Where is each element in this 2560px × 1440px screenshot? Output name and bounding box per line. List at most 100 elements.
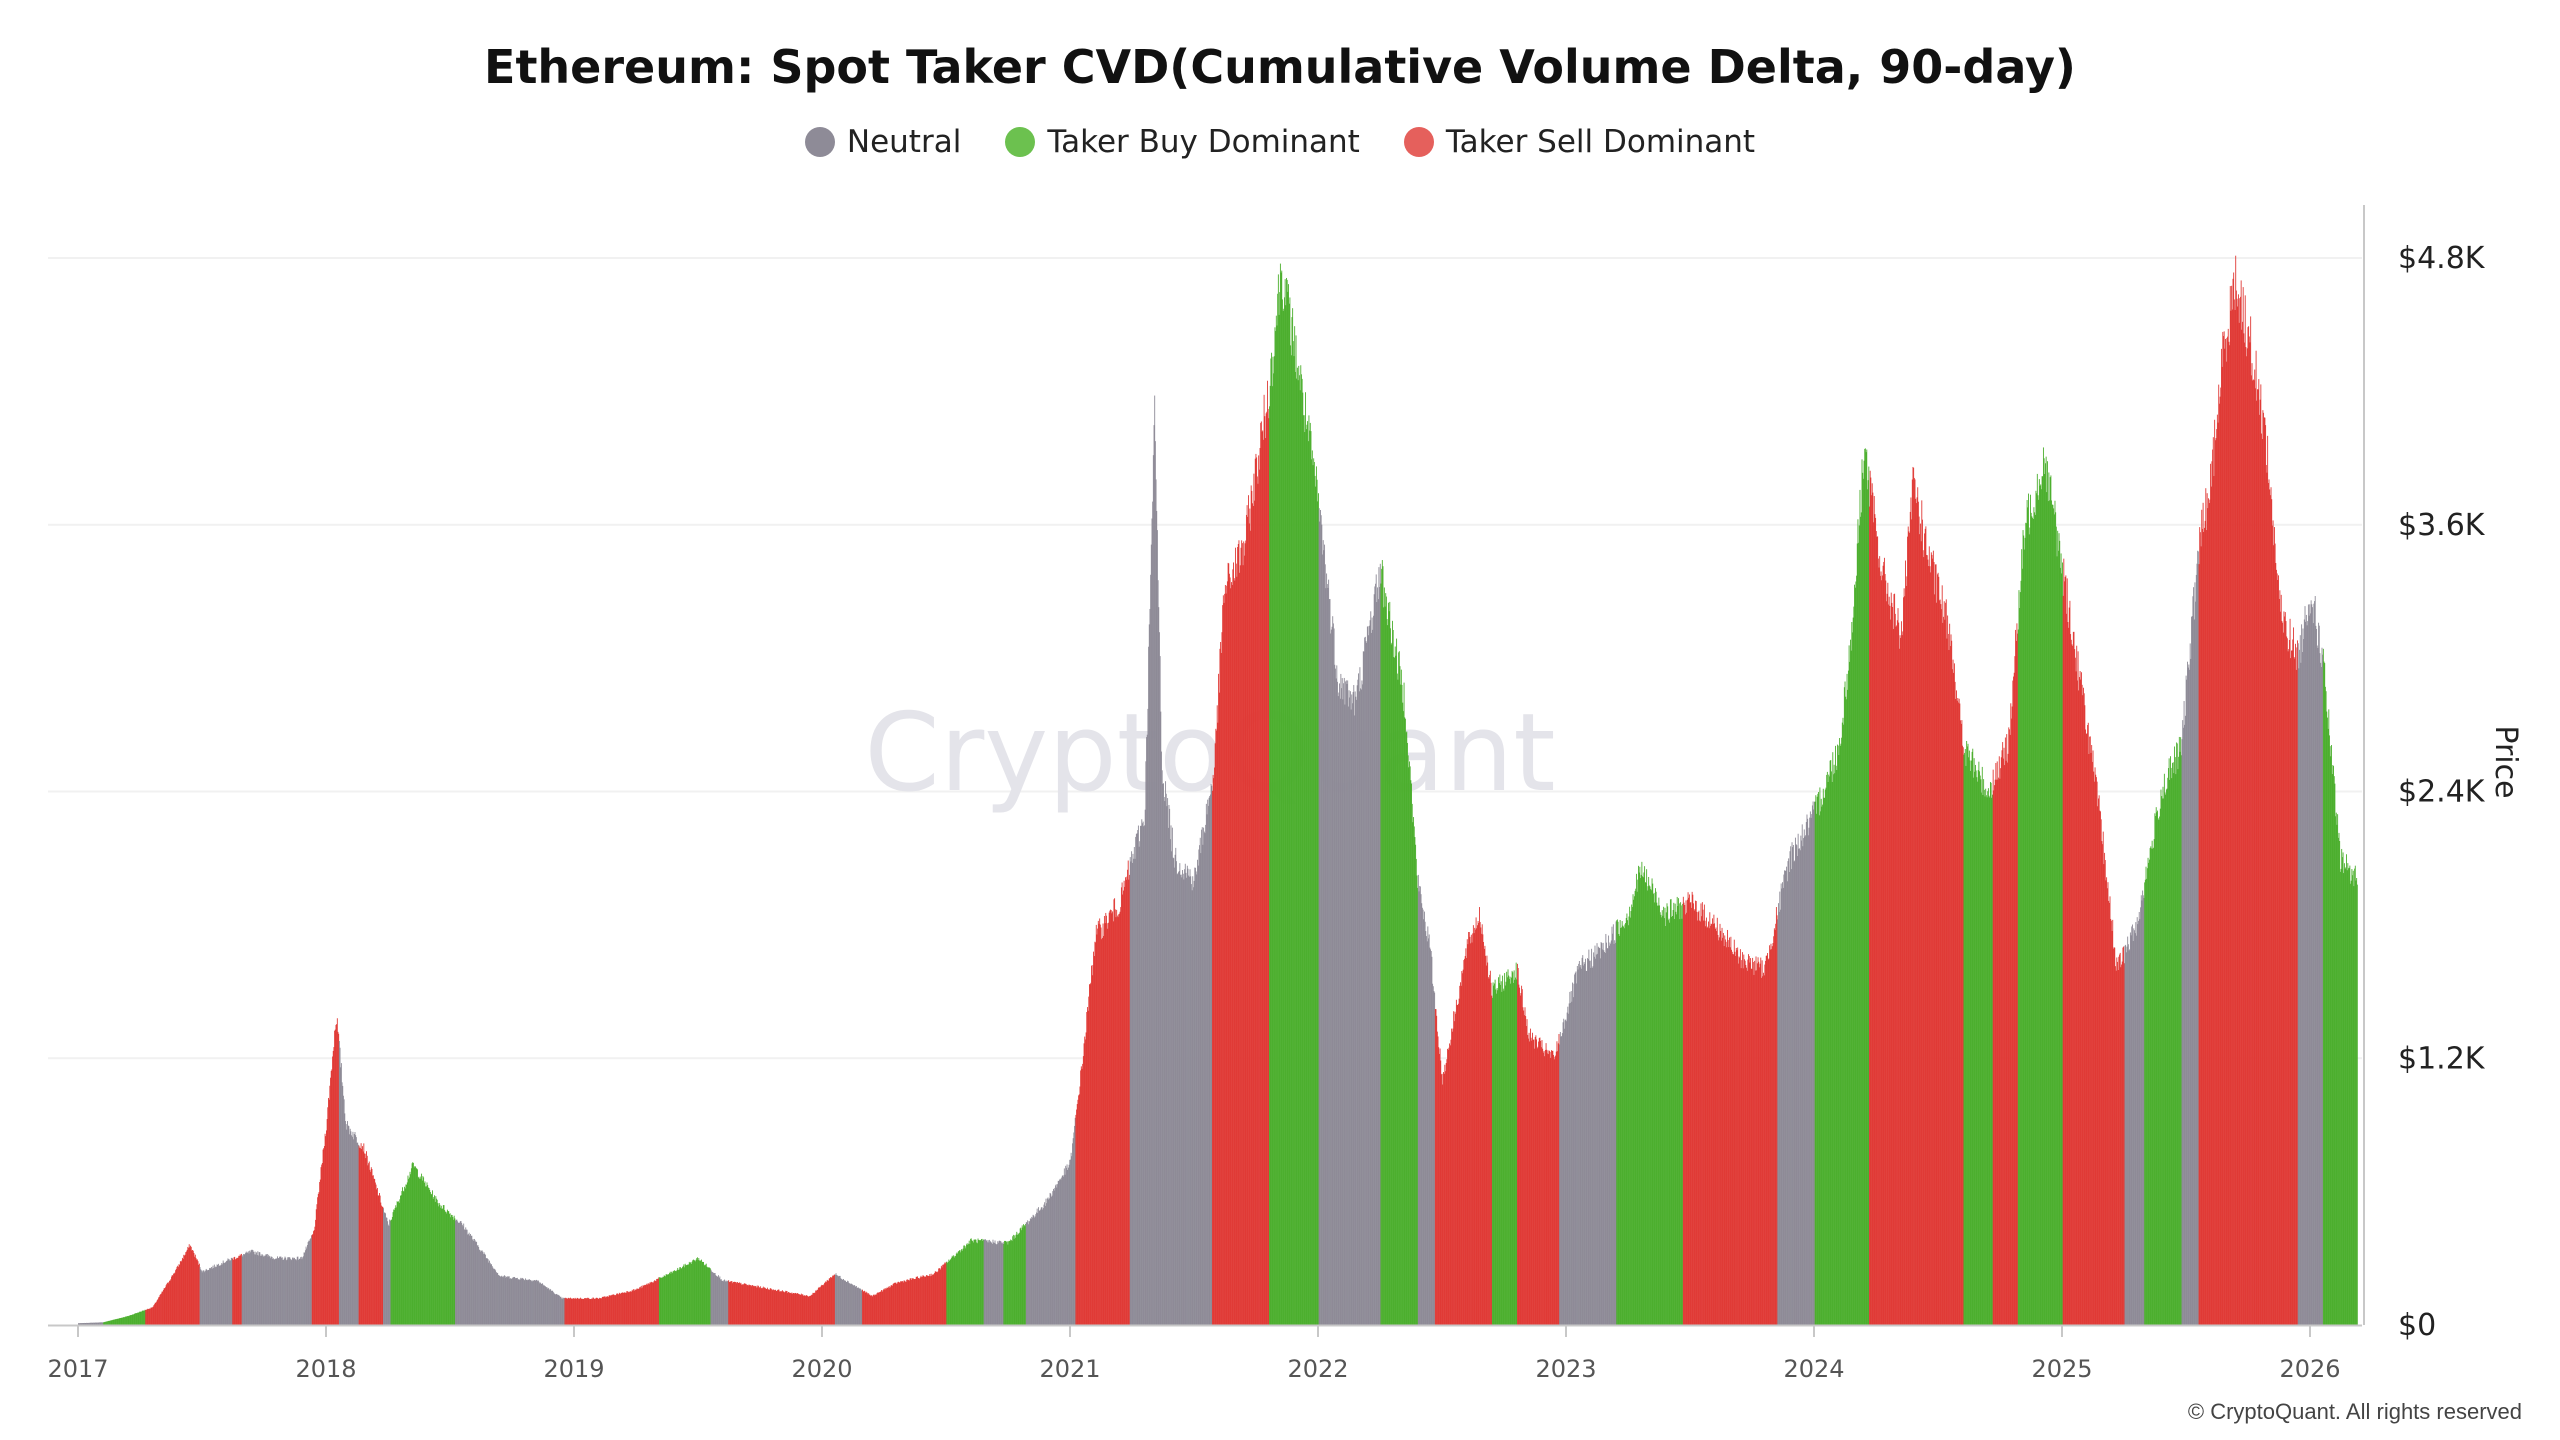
price-bar-1434 (1052, 1191, 1054, 1325)
price-bar-2994 (2112, 919, 2114, 1325)
legend-item-taker-buy[interactable]: Taker Buy Dominant (1005, 124, 1360, 160)
price-bar-1270 (940, 1265, 942, 1325)
price-bar-3298 (2318, 625, 2320, 1325)
price-bar-3316 (2331, 745, 2332, 1325)
price-bar-584 (474, 1240, 476, 1325)
price-bar-3031 (2137, 924, 2139, 1325)
price-bar-576 (469, 1235, 471, 1325)
price-bar-769 (600, 1298, 602, 1325)
price-bar-1541 (1125, 877, 1126, 1325)
price-bar-213 (222, 1260, 224, 1325)
price-bar-481 (404, 1188, 406, 1325)
price-bar-1127 (843, 1280, 845, 1325)
price-bar-2323 (1656, 902, 1658, 1325)
price-bar-1333 (983, 1239, 985, 1325)
price-bar-2490 (1769, 949, 1771, 1325)
price-bar-1899 (1368, 635, 1370, 1325)
price-bar-1865 (1345, 681, 1347, 1325)
legend-item-neutral[interactable]: Neutral (804, 124, 961, 160)
price-bar-1099 (824, 1282, 826, 1325)
price-bar-191 (207, 1270, 209, 1325)
price-bar-2105 (1508, 975, 1510, 1325)
price-bar-929 (709, 1267, 711, 1325)
price-bar-866 (666, 1274, 668, 1325)
price-bar-644 (515, 1277, 517, 1325)
price-bar-350 (315, 1209, 317, 1325)
price-bar-2662 (1886, 593, 1888, 1325)
price-bar-897 (687, 1264, 689, 1325)
price-bar-3257 (2290, 650, 2292, 1325)
price-bar-3109 (2190, 658, 2192, 1325)
price-bar-209 (220, 1265, 221, 1325)
price-bar-3128 (2203, 531, 2205, 1325)
price-bar-2175 (1555, 1051, 1557, 1325)
price-bar-2639 (1871, 495, 1872, 1326)
price-bar-3218 (2264, 417, 2266, 1325)
price-bar-1505 (1100, 927, 1102, 1325)
price-bar-3042 (2144, 879, 2146, 1325)
price-bar-721 (567, 1297, 569, 1325)
price-bar-2159 (1544, 1049, 1546, 1325)
price-bar-1030 (777, 1289, 779, 1325)
price-bar-2730 (1932, 550, 1934, 1325)
price-bar-1247 (925, 1276, 927, 1325)
legend-item-taker-sell[interactable]: Taker Sell Dominant (1403, 124, 1755, 160)
price-bar-2792 (1975, 764, 1976, 1325)
price-bar-510 (424, 1181, 426, 1325)
price-bar-71 (126, 1316, 128, 1325)
price-bar-2915 (2058, 533, 2060, 1325)
price-bar-1972 (1417, 874, 1419, 1325)
price-bar-2037 (1462, 973, 1463, 1325)
price-bar-477 (402, 1187, 403, 1325)
price-bar-574 (468, 1234, 469, 1325)
price-bar-2953 (2084, 705, 2086, 1325)
price-bar-286 (272, 1258, 274, 1325)
price-bar-2256 (1610, 940, 1612, 1325)
price-bar-973 (739, 1282, 741, 1325)
price-bar-600 (485, 1257, 487, 1325)
price-bar-2850 (2014, 656, 2016, 1325)
legend-dot-neutral (804, 127, 835, 157)
price-bar-1555 (1134, 858, 1136, 1325)
price-bar-221 (228, 1259, 230, 1325)
price-bar-2570 (1824, 797, 1826, 1325)
price-bar-2561 (1818, 792, 1819, 1325)
price-bar-20 (91, 1322, 93, 1325)
price-bar-2715 (1922, 550, 1924, 1325)
price-bar-1624 (1181, 877, 1183, 1325)
price-bar-1482 (1084, 1039, 1086, 1325)
price-bar-236 (238, 1255, 240, 1325)
price-bar-1797 (1298, 375, 1300, 1326)
price-bar-1896 (1366, 642, 1368, 1325)
price-bar-524 (434, 1195, 435, 1325)
price-bar-230 (234, 1256, 236, 1325)
price-bar-1837 (1326, 573, 1328, 1325)
price-bar-2718 (1924, 528, 1926, 1325)
price-bar-1545 (1127, 860, 1129, 1325)
price-bar-204 (216, 1264, 218, 1325)
price-bar-1664 (1208, 797, 1210, 1325)
price-bar-2582 (1832, 752, 1834, 1325)
price-bar-3346 (2351, 869, 2353, 1325)
price-bar-888 (681, 1267, 683, 1325)
price-bar-507 (422, 1176, 424, 1325)
price-bar-1981 (1423, 911, 1425, 1325)
price-bar-359 (321, 1163, 323, 1325)
price-bar-2814 (1989, 782, 1991, 1325)
price-bar-206 (217, 1263, 219, 1325)
price-bar-1875 (1351, 703, 1353, 1325)
price-bar-3266 (2297, 640, 2298, 1325)
price-bar-281 (268, 1256, 270, 1325)
price-bar-681 (540, 1283, 542, 1325)
price-bar-2078 (1489, 970, 1491, 1325)
price-bar-2221 (1587, 958, 1588, 1325)
price-bar-1351 (995, 1244, 997, 1325)
price-bar-2234 (1595, 954, 1597, 1325)
price-bar-277 (266, 1254, 268, 1325)
price-bar-2984 (2105, 880, 2107, 1325)
price-bar-3087 (2175, 774, 2177, 1325)
x-tick-label-2019: 2019 (543, 1355, 604, 1383)
price-bar-2322 (1655, 891, 1657, 1325)
price-bar-27 (96, 1322, 98, 1325)
